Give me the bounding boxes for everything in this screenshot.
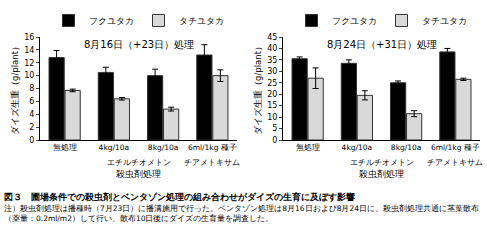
svg-text:6: 6: [29, 97, 34, 106]
svg-text:8kg/10a: 8kg/10a: [391, 143, 422, 152]
svg-text:25: 25: [267, 79, 277, 88]
svg-text:6ml/1kg 種子: 6ml/1kg 種子: [188, 143, 237, 152]
svg-text:6ml/1kg 種子: 6ml/1kg 種子: [431, 143, 480, 152]
svg-text:40: 40: [267, 44, 277, 53]
html-text:注）殺虫剤処理は播種時（7月23日）に播溝施用で行った。ベン: 注）殺虫剤処理は播種時（7月23日）に播溝施用で行った。ベンタゾン処理は8月16…: [4, 204, 479, 223]
svg-text:12: 12: [24, 59, 34, 68]
svg-text:8kg/10a: 8kg/10a: [148, 143, 179, 152]
svg-text:チアメトキサム: チアメトキサム: [427, 158, 483, 167]
svg-text:5: 5: [272, 124, 277, 133]
svg-text:4: 4: [29, 110, 34, 119]
svg-text:殺虫剤処理: 殺虫剤処理: [359, 169, 404, 179]
svg-text:35: 35: [267, 56, 277, 65]
svg-text:エチルチオメトン: エチルチオメトン: [350, 158, 414, 167]
svg-text:無処理: 無処理: [53, 143, 77, 152]
svg-text:45: 45: [267, 33, 277, 42]
svg-text:4kg/10a: 4kg/10a: [342, 143, 373, 152]
svg-text:0: 0: [272, 136, 277, 145]
svg-text:10: 10: [24, 71, 34, 80]
svg-text:タチユタカ: タチユタカ: [179, 16, 224, 26]
html-text:図３ 圃場条件での殺虫剤とベンタゾン処理の組み合わせがダイズ: 図３ 圃場条件での殺虫剤とベンタゾン処理の組み合わせがダイズの生育に及ぼす影響: [4, 192, 355, 202]
svg-text:ダイズ生重（g/plant）: ダイズ生重（g/plant）: [253, 42, 263, 135]
svg-text:20: 20: [267, 90, 277, 99]
svg-text:エチルチオメトン: エチルチオメトン: [107, 158, 171, 167]
svg-text:フクユタカ: フクユタカ: [332, 16, 377, 26]
svg-text:殺虫剤処理: 殺虫剤処理: [116, 169, 161, 179]
svg-text:14: 14: [24, 46, 34, 55]
svg-text:16: 16: [24, 33, 34, 42]
svg-text:ダイズ生重（g/plant）: ダイズ生重（g/plant）: [10, 42, 20, 135]
svg-text:8月24日（+31日）処理: 8月24日（+31日）処理: [327, 39, 437, 50]
svg-text:無処理: 無処理: [296, 143, 320, 152]
svg-text:2: 2: [29, 123, 34, 132]
svg-text:タチユタカ: タチユタカ: [422, 16, 467, 26]
svg-text:10: 10: [267, 113, 277, 122]
svg-text:チアメトキサム: チアメトキサム: [184, 158, 240, 167]
svg-text:0: 0: [29, 136, 34, 145]
svg-text:8月16日（+23日）処理: 8月16日（+23日）処理: [84, 39, 194, 50]
svg-text:4kg/10a: 4kg/10a: [99, 143, 130, 152]
svg-text:フクユタカ: フクユタカ: [89, 16, 134, 26]
svg-text:15: 15: [267, 101, 277, 110]
svg-text:8: 8: [29, 84, 34, 93]
svg-text:30: 30: [267, 67, 277, 76]
